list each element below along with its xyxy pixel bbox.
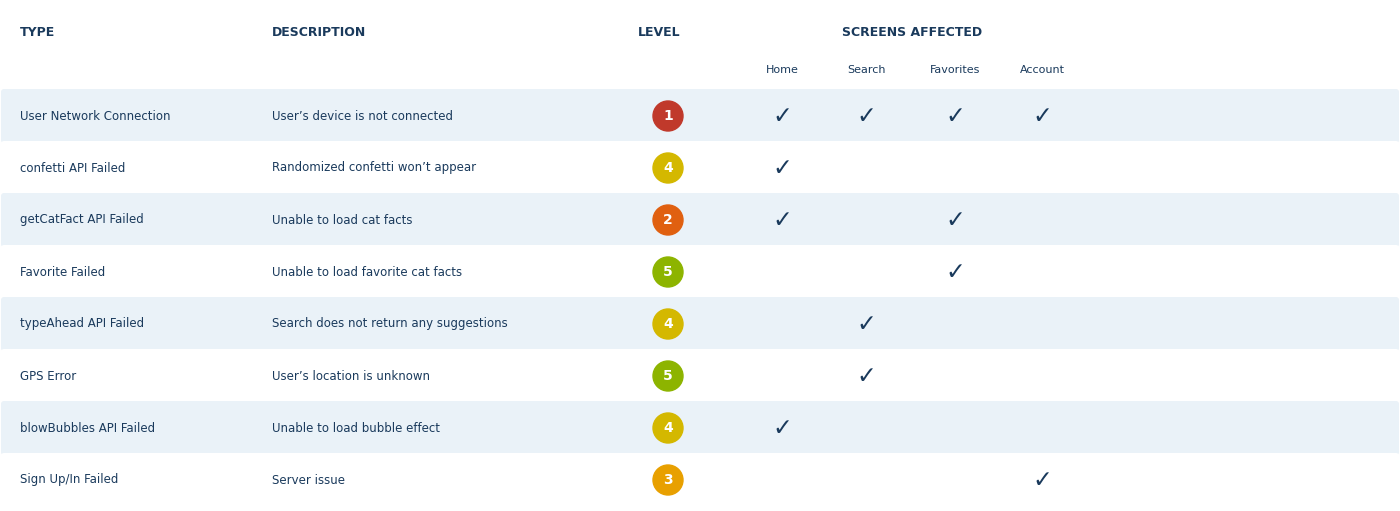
Text: ✓: ✓	[1032, 468, 1051, 492]
Text: Favorite Failed: Favorite Failed	[20, 266, 105, 278]
FancyBboxPatch shape	[1, 297, 1399, 351]
Text: 3: 3	[664, 473, 673, 487]
FancyBboxPatch shape	[1, 193, 1399, 247]
Text: Favorites: Favorites	[930, 65, 980, 75]
Text: confetti API Failed: confetti API Failed	[20, 161, 126, 174]
Text: typeAhead API Failed: typeAhead API Failed	[20, 317, 144, 331]
Text: ✓: ✓	[773, 104, 792, 128]
Circle shape	[652, 205, 683, 235]
Text: ✓: ✓	[857, 364, 876, 388]
FancyBboxPatch shape	[1, 453, 1399, 507]
Text: 4: 4	[664, 421, 673, 435]
Text: ✓: ✓	[945, 104, 965, 128]
FancyBboxPatch shape	[1, 245, 1399, 299]
Text: ✓: ✓	[945, 208, 965, 232]
Text: User’s device is not connected: User’s device is not connected	[272, 109, 454, 123]
Text: 2: 2	[664, 213, 673, 227]
Text: ✓: ✓	[857, 312, 876, 336]
Text: GPS Error: GPS Error	[20, 369, 76, 383]
Text: Unable to load cat facts: Unable to load cat facts	[272, 214, 413, 226]
FancyBboxPatch shape	[1, 349, 1399, 403]
Text: Search: Search	[847, 65, 885, 75]
Circle shape	[652, 413, 683, 443]
Text: ✓: ✓	[945, 260, 965, 284]
Text: 4: 4	[664, 317, 673, 331]
Text: ✓: ✓	[1032, 104, 1051, 128]
Text: blowBubbles API Failed: blowBubbles API Failed	[20, 422, 155, 434]
Circle shape	[652, 361, 683, 391]
Text: Randomized confetti won’t appear: Randomized confetti won’t appear	[272, 161, 476, 174]
FancyBboxPatch shape	[1, 401, 1399, 455]
Text: Server issue: Server issue	[272, 474, 344, 486]
Circle shape	[652, 153, 683, 183]
Text: Unable to load favorite cat facts: Unable to load favorite cat facts	[272, 266, 462, 278]
Text: 5: 5	[664, 265, 673, 279]
Text: Unable to load bubble effect: Unable to load bubble effect	[272, 422, 440, 434]
Text: getCatFact API Failed: getCatFact API Failed	[20, 214, 144, 226]
Text: DESCRIPTION: DESCRIPTION	[272, 26, 367, 38]
Circle shape	[652, 101, 683, 131]
Text: ✓: ✓	[773, 416, 792, 440]
Text: ✓: ✓	[773, 156, 792, 180]
Text: Home: Home	[766, 65, 798, 75]
Text: User’s location is unknown: User’s location is unknown	[272, 369, 430, 383]
Text: LEVEL: LEVEL	[638, 26, 680, 38]
Text: TYPE: TYPE	[20, 26, 55, 38]
FancyBboxPatch shape	[1, 141, 1399, 195]
Text: SCREENS AFFECTED: SCREENS AFFECTED	[841, 26, 981, 38]
Text: Search does not return any suggestions: Search does not return any suggestions	[272, 317, 508, 331]
Circle shape	[652, 309, 683, 339]
Text: 4: 4	[664, 161, 673, 175]
Text: User Network Connection: User Network Connection	[20, 109, 171, 123]
Text: Sign Up/In Failed: Sign Up/In Failed	[20, 474, 119, 486]
Text: 5: 5	[664, 369, 673, 383]
Circle shape	[652, 465, 683, 495]
Text: ✓: ✓	[857, 104, 876, 128]
Text: ✓: ✓	[773, 208, 792, 232]
Text: 1: 1	[664, 109, 673, 123]
FancyBboxPatch shape	[1, 89, 1399, 143]
Text: Account: Account	[1019, 65, 1064, 75]
Circle shape	[652, 257, 683, 287]
